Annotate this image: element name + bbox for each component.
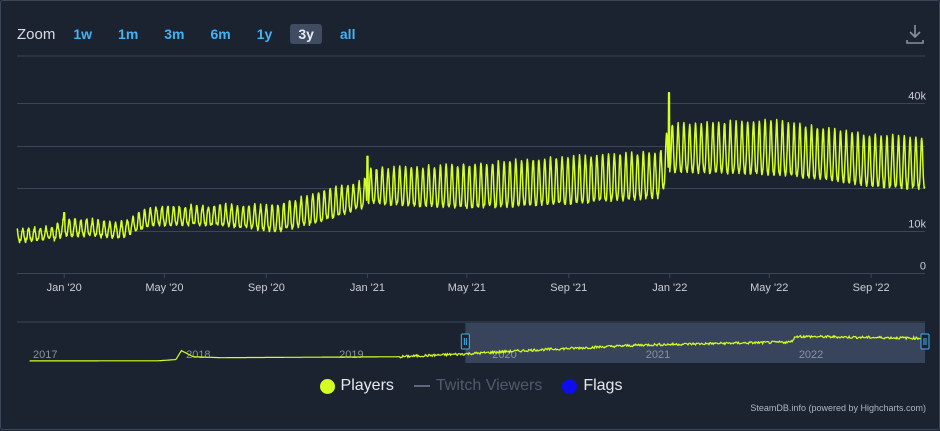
zoom-1m-button[interactable]: 1m <box>118 26 139 42</box>
navigator[interactable]: 2017 2018 2019 2020 2021 2022 <box>17 321 930 363</box>
legend-item-flags[interactable]: Flags <box>562 377 622 395</box>
navigator-players-line <box>29 334 926 362</box>
navigator-year-label: 2017 <box>33 349 57 361</box>
players-series <box>16 92 926 244</box>
x-tick-label: Jan '22 <box>652 282 687 294</box>
x-tick-label: May '22 <box>750 282 788 294</box>
legend-label-twitch-viewers: Twitch Viewers <box>435 377 543 394</box>
download-icon[interactable] <box>905 23 925 45</box>
legend-label-flags: Flags <box>583 377 623 394</box>
navigator-left-handle <box>460 333 470 350</box>
zoom-1y-button[interactable]: 1y <box>256 26 273 42</box>
zoom-all-button[interactable]: all <box>339 26 356 42</box>
x-tick-label: May '20 <box>145 282 183 294</box>
legend-item-players[interactable]: Players <box>319 377 394 395</box>
zoom-3m-button[interactable]: 3m <box>164 26 185 42</box>
legend-item-twitch-viewers[interactable]: Twitch Viewers <box>413 377 543 395</box>
y-tick-label: 40k <box>908 91 926 103</box>
zoom-1w-button[interactable]: 1w <box>73 26 93 42</box>
y-axis-labels: 0 10k 40k <box>908 91 926 273</box>
navigator-right-handle <box>920 333 930 350</box>
x-tick-label: Sep '22 <box>853 282 890 294</box>
twitch-line-icon <box>413 385 430 387</box>
legend: Players Twitch Viewers Flags <box>1 377 940 395</box>
grid-lines <box>17 55 925 274</box>
navigator-year-label: 2021 <box>646 349 670 361</box>
x-tick-label: Sep '21 <box>550 282 587 294</box>
x-tick-label: Sep '20 <box>248 282 285 294</box>
y-tick-label: 10k <box>908 219 926 231</box>
x-axis-labels: Jan '20 May '20 Sep '20 Jan '21 May '21 Sep '… <box>47 273 890 294</box>
navigator-year-label: 2018 <box>186 349 210 361</box>
zoom-3y-button[interactable]: 3y <box>290 24 322 44</box>
credits-link[interactable]: SteamDB.info (powered by Highcharts.com) <box>750 403 926 413</box>
legend-label-players: Players <box>340 377 394 394</box>
players-line <box>16 92 926 244</box>
players-marker-icon <box>319 378 335 394</box>
zoom-label: Zoom <box>17 25 56 43</box>
flags-marker-icon <box>562 378 578 394</box>
navigator-year-label: 2019 <box>339 349 363 361</box>
x-tick-label: Jan '20 <box>47 282 82 294</box>
navigator-year-label: 2022 <box>799 349 823 361</box>
zoom-bar: Zoom 1w 1m 3m 6m 1y 3y all <box>17 23 373 45</box>
navigator-selection <box>465 323 925 363</box>
x-tick-label: May '21 <box>448 282 486 294</box>
y-tick-label: 0 <box>920 261 926 273</box>
zoom-6m-button[interactable]: 6m <box>210 26 231 42</box>
x-tick-label: Jan '21 <box>350 282 385 294</box>
